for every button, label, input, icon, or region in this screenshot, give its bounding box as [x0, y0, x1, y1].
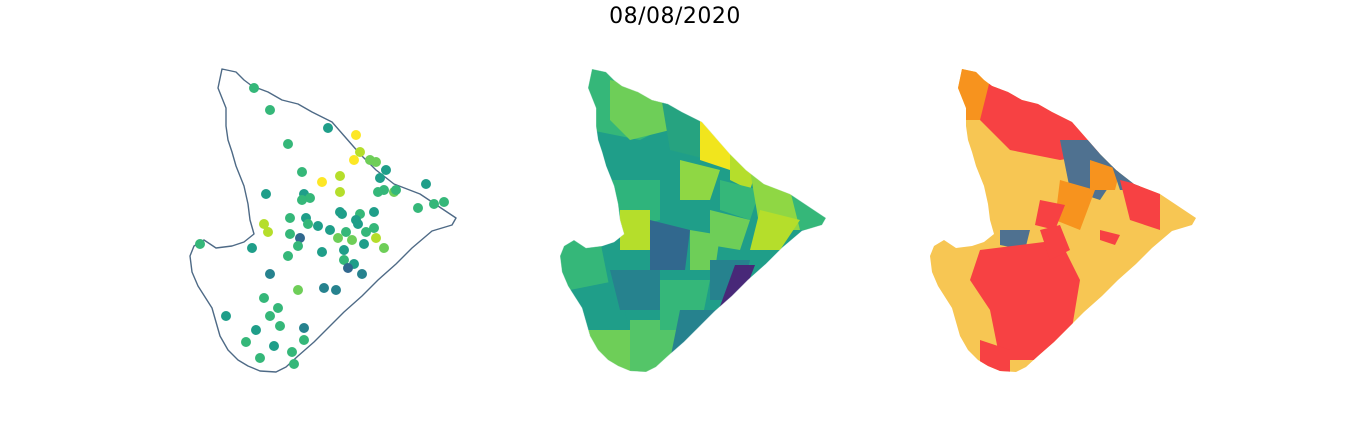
point-marker	[249, 83, 259, 93]
point-marker	[375, 173, 385, 183]
point-marker	[339, 255, 349, 265]
point-marker	[317, 247, 327, 257]
point-marker	[313, 221, 323, 231]
point-marker	[353, 219, 363, 229]
point-marker	[247, 243, 257, 253]
point-marker	[343, 263, 353, 273]
point-marker	[317, 177, 327, 187]
point-marker	[369, 207, 379, 217]
point-marker	[241, 337, 251, 347]
point-marker	[297, 167, 307, 177]
region	[720, 180, 760, 220]
point-marker	[357, 269, 367, 279]
point-marker	[333, 233, 343, 243]
point-marker	[359, 239, 369, 249]
point-marker	[293, 241, 303, 251]
classification-regions	[930, 69, 1196, 372]
region	[1035, 200, 1065, 230]
point-marker	[323, 123, 333, 133]
point-marker	[335, 187, 345, 197]
point-marker	[351, 130, 361, 140]
point-marker	[265, 105, 275, 115]
region	[1100, 230, 1120, 245]
point-marker	[255, 353, 265, 363]
point-marker	[285, 229, 295, 239]
point-marker	[371, 157, 381, 167]
classification-map-panel	[930, 69, 1196, 372]
state-outline	[189, 68, 457, 373]
region	[970, 240, 1080, 360]
point-marker	[289, 359, 299, 369]
point-marker	[263, 227, 273, 237]
region	[1040, 225, 1070, 260]
point-marker	[421, 179, 431, 189]
point-marker	[373, 187, 383, 197]
point-marker	[261, 189, 271, 199]
point-marker	[259, 219, 269, 229]
point-marker	[251, 325, 261, 335]
point-marker	[325, 225, 335, 235]
point-marker	[303, 219, 313, 229]
point-marker	[283, 139, 293, 149]
point-marker	[391, 185, 401, 195]
point-marker	[319, 283, 329, 293]
point-marker	[283, 251, 293, 261]
point-marker	[379, 243, 389, 253]
point-marker	[299, 323, 309, 333]
choropleth-map-panel	[559, 68, 827, 373]
choropleth-regions	[560, 69, 826, 372]
point-marker	[195, 239, 205, 249]
point-marker	[297, 195, 307, 205]
point-marker	[305, 193, 315, 203]
region	[620, 210, 650, 250]
point-marker	[347, 235, 357, 245]
point-marker	[269, 341, 279, 351]
region	[650, 220, 690, 270]
point-marker	[299, 335, 309, 345]
point-marker	[295, 233, 305, 243]
point-marker	[341, 227, 351, 237]
region	[750, 210, 800, 250]
point-marker	[429, 199, 439, 209]
figure-title: 08/08/2020	[609, 4, 741, 29]
point-marker	[339, 245, 349, 255]
point-marker	[275, 321, 285, 331]
point-marker	[259, 293, 269, 303]
region	[1055, 180, 1095, 230]
point-marker	[439, 197, 449, 207]
point-marker	[371, 233, 381, 243]
region	[710, 210, 750, 250]
region	[700, 120, 750, 170]
point-marker	[413, 203, 423, 213]
region	[680, 160, 720, 200]
region	[610, 270, 660, 310]
region	[1120, 180, 1160, 230]
point-marker	[381, 165, 391, 175]
point-marker	[337, 209, 347, 219]
point-marker	[287, 347, 297, 357]
point-marker	[273, 303, 283, 313]
point-marker	[293, 285, 303, 295]
region	[580, 330, 630, 372]
point-marker	[349, 155, 359, 165]
state-boundary	[559, 68, 827, 373]
points-map-panel	[189, 68, 457, 373]
point-marker	[265, 311, 275, 321]
point-marker	[331, 285, 341, 295]
point-markers	[195, 83, 449, 369]
point-marker	[361, 227, 371, 237]
point-marker	[355, 147, 365, 157]
point-marker	[335, 171, 345, 181]
point-marker	[221, 311, 231, 321]
point-marker	[285, 213, 295, 223]
point-marker	[265, 269, 275, 279]
point-marker	[369, 223, 379, 233]
